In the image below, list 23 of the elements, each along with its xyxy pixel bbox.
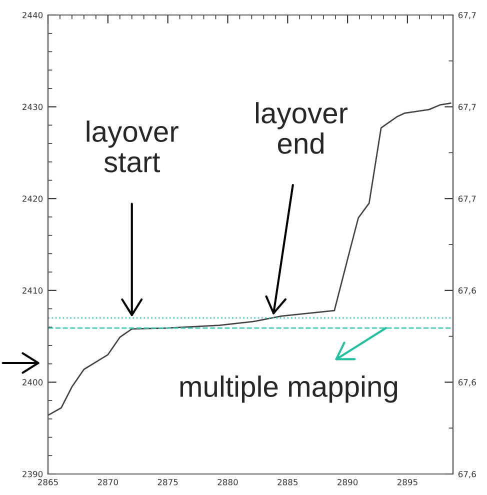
y-tick-label: 2390 [22,470,43,478]
y-tick-label: 2430 [22,104,43,110]
y-tick-label: 2400 [22,379,43,386]
y2-tick-label: 67,6 [458,470,476,478]
x-tick-label: 2880 [218,479,238,486]
y2-tick-label: 67,7 [458,12,476,20]
x-tick-label: 2875 [158,479,178,486]
annotation: multiple mapping [180,376,398,403]
line-series [48,102,452,416]
annotation: layover end [256,102,348,154]
y2-tick-label: 67,6 [458,379,476,386]
y2-tick-label: 67,6 [458,287,476,295]
y2-tick-label: 67,7 [458,196,476,203]
annotation: layover start [86,120,178,172]
y-tick-label: 2440 [22,12,43,18]
y2-tick-label: 67,7 [458,104,476,111]
y-tick-label: 2420 [22,196,43,202]
x-tick-label: 2870 [98,479,118,486]
x-tick-label: 2865 [38,479,58,486]
y-tick-label: 2410 [22,287,43,294]
x-tick-label: 2885 [278,479,298,486]
x-tick-label: 2890 [338,479,358,486]
x-tick-label: 2895 [397,479,418,486]
